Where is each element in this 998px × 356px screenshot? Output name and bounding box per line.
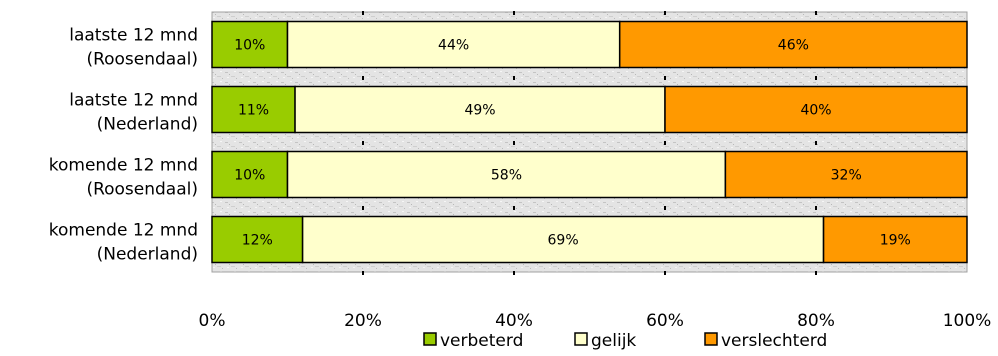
x-tick-label: 80%	[797, 311, 835, 331]
gridline-tick	[362, 206, 364, 210]
legend-label: gelijk	[591, 331, 636, 351]
x-tick-label: 40%	[495, 311, 533, 331]
gridline-tick	[513, 141, 515, 145]
bar-segment-gelijk	[286, 150, 727, 199]
gridline-tick	[815, 76, 817, 80]
gridline-tick	[513, 11, 515, 15]
data-label: 11%	[238, 103, 269, 119]
data-label: 58%	[491, 168, 522, 184]
category-label: laatste 12 mnd	[69, 26, 198, 46]
data-label: 10%	[234, 38, 265, 54]
category-label: (Roosendaal)	[86, 180, 198, 200]
data-label: 46%	[778, 38, 809, 54]
gridline-tick	[664, 206, 666, 210]
gridline-tick	[362, 271, 364, 275]
gridline-tick	[362, 141, 364, 145]
data-label: 69%	[548, 233, 579, 249]
category-label: (Nederland)	[97, 115, 198, 135]
bar-segment-verbeterd	[211, 20, 289, 69]
data-label: 12%	[242, 233, 273, 249]
category-label: (Roosendaal)	[86, 50, 198, 70]
gridline-tick	[664, 141, 666, 145]
bar-segment-verbeterd	[211, 85, 296, 134]
bar-segment-gelijk	[294, 85, 666, 134]
gridline-tick	[513, 271, 515, 275]
bar-segment-verslechterd	[618, 20, 968, 69]
x-tick-label: 60%	[646, 311, 684, 331]
bar-segment-verbeterd	[211, 150, 289, 199]
legend-swatch-verslechterd	[704, 332, 718, 346]
category-label: komende 12 mnd	[49, 156, 198, 176]
gridline-tick	[815, 11, 817, 15]
bar-segment-verslechterd	[724, 150, 968, 199]
gridline-tick	[664, 11, 666, 15]
data-label: 19%	[880, 233, 911, 249]
gridline-tick	[815, 141, 817, 145]
bar-segment-gelijk	[301, 215, 825, 264]
bar-segment-verslechterd	[822, 215, 968, 264]
gridline-tick	[362, 11, 364, 15]
gridline-tick	[815, 206, 817, 210]
category-label: (Nederland)	[97, 245, 198, 265]
data-label: 10%	[234, 168, 265, 184]
gridline-tick	[664, 271, 666, 275]
legend-label: verbeterd	[440, 331, 523, 351]
data-label: 32%	[831, 168, 862, 184]
gridline-tick	[513, 76, 515, 80]
bar-segment-gelijk	[286, 20, 621, 69]
legend-swatch-gelijk	[574, 332, 588, 346]
data-label: 44%	[438, 38, 469, 54]
gridline-tick	[815, 271, 817, 275]
bar-segment-verslechterd	[664, 85, 968, 134]
gridline-tick	[513, 206, 515, 210]
legend-label: verslechterd	[721, 331, 827, 351]
data-label: 40%	[800, 103, 831, 119]
gridline-tick	[362, 76, 364, 80]
x-tick-label: 20%	[344, 311, 382, 331]
category-label: laatste 12 mnd	[69, 91, 198, 111]
legend-swatch-verbeterd	[423, 332, 437, 346]
x-tick-label: 0%	[199, 311, 226, 331]
category-label: komende 12 mnd	[49, 221, 198, 241]
x-tick-label: 100%	[943, 311, 992, 331]
gridline-tick	[664, 76, 666, 80]
data-label: 49%	[464, 103, 495, 119]
